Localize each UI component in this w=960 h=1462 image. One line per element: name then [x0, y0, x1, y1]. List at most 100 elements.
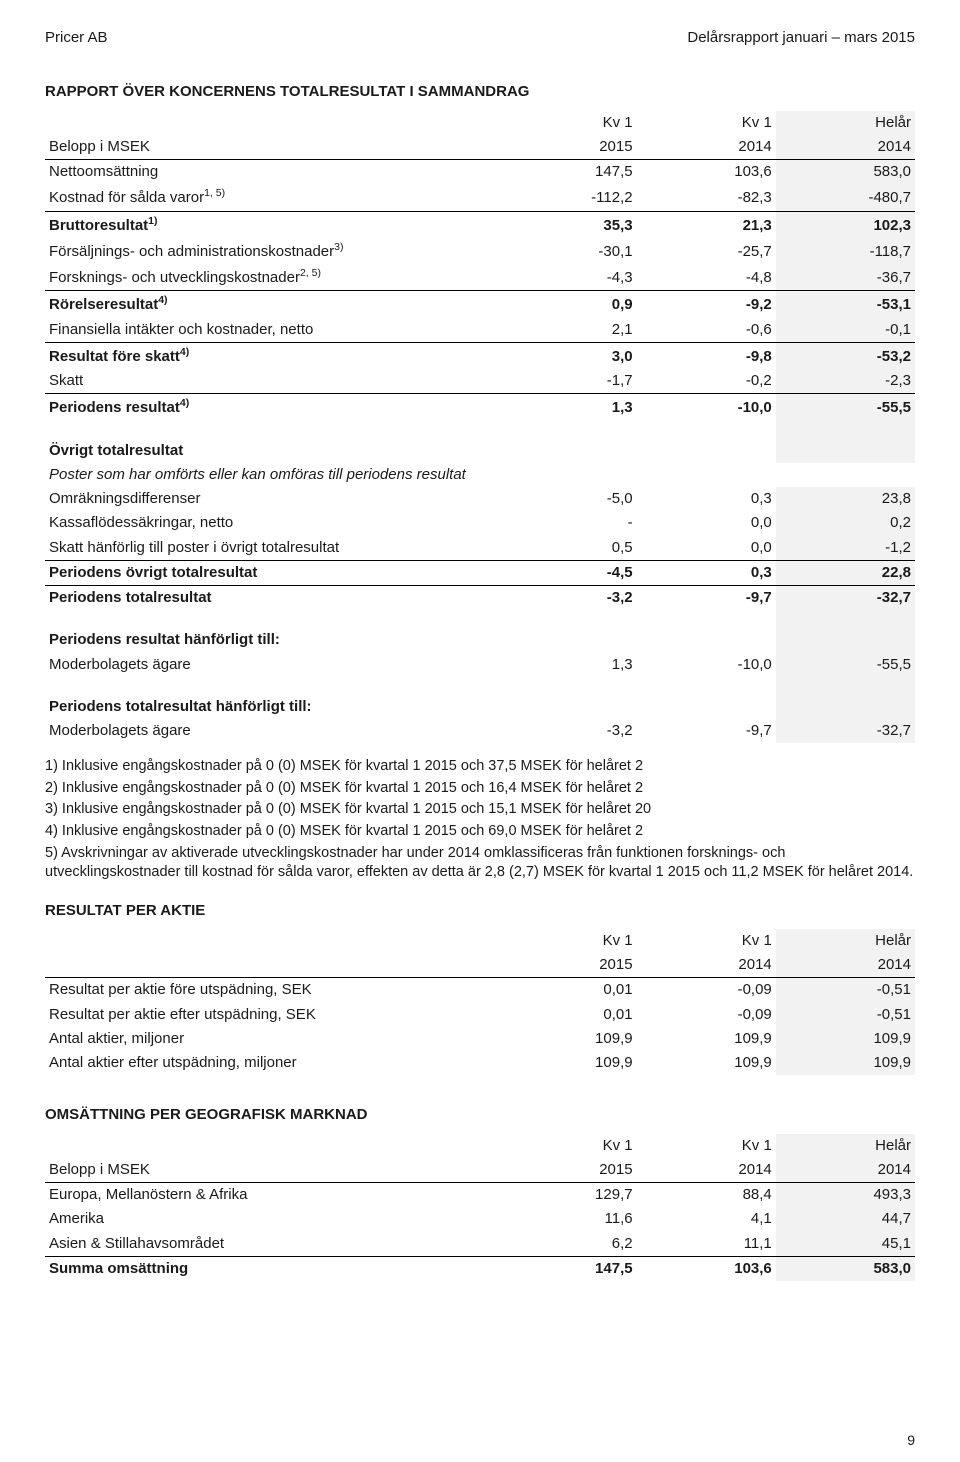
- table-row: Antal aktier, miljoner109,9109,9109,9: [45, 1027, 915, 1051]
- subheading-italic: Poster som har omförts eller kan omföras…: [45, 463, 915, 487]
- subheading-label: Övrigt totalresultat: [45, 439, 497, 463]
- spacer-row: [45, 421, 915, 439]
- row-label: Finansiella intäkter och kostnader, nett…: [45, 318, 497, 343]
- table-row: Periodens resultat4)1,3-10,0-55,5: [45, 394, 915, 421]
- row-value: -0,51: [776, 1003, 915, 1027]
- row-label: Amerika: [45, 1207, 497, 1231]
- spacer-cell: [45, 421, 497, 439]
- row-value: 11,6: [497, 1207, 636, 1231]
- table-row: Periodens övrigt totalresultat-4,50,322,…: [45, 560, 915, 585]
- row-value: -10,0: [637, 394, 776, 421]
- header-left: Pricer AB: [45, 28, 108, 48]
- row-value: -82,3: [637, 184, 776, 211]
- row-value: 2,1: [497, 318, 636, 343]
- row-value: 23,8: [776, 487, 915, 511]
- row-value: -: [497, 511, 636, 535]
- row-value: -9,8: [637, 342, 776, 369]
- table2: Kv 1Kv 1Helår201520142014Resultat per ak…: [45, 929, 915, 1076]
- row-value: -55,5: [776, 653, 915, 677]
- row-value: 35,3: [497, 211, 636, 238]
- row-value: -4,8: [637, 264, 776, 291]
- row-value: -0,2: [637, 369, 776, 394]
- row-value: -118,7: [776, 238, 915, 264]
- empty-cell: [637, 695, 776, 719]
- row-value: -32,7: [776, 719, 915, 743]
- header-label: Belopp i MSEK: [45, 135, 497, 160]
- row-label: Omräkningsdifferenser: [45, 487, 497, 511]
- header-period: Helår: [776, 929, 915, 953]
- header-year: 2015: [497, 135, 636, 160]
- spacer-cell: [497, 677, 636, 695]
- empty-cell: [776, 439, 915, 463]
- row-value: -36,7: [776, 264, 915, 291]
- footnote: 4) Inklusive engångskostnader på 0 (0) M…: [45, 822, 915, 842]
- table-row: Resultat per aktie före utspädning, SEK0…: [45, 978, 915, 1003]
- header-period: Kv 1: [497, 111, 636, 135]
- header-period: Kv 1: [497, 1134, 636, 1158]
- page: Pricer AB Delårsrapport januari – mars 2…: [0, 0, 960, 1462]
- subheading-resultat-hanforligt: Periodens resultat hänförligt till:: [45, 628, 915, 652]
- footnote-ref: 1): [148, 215, 157, 227]
- subheading-totalresultat-hanforligt: Periodens totalresultat hänförligt till:: [45, 695, 915, 719]
- row-value: 109,9: [637, 1051, 776, 1075]
- row-value: 0,9: [497, 291, 636, 318]
- footnote-ref: 4): [180, 397, 189, 409]
- table-row: Amerika11,64,144,7: [45, 1207, 915, 1231]
- footnote: 3) Inklusive engångskostnader på 0 (0) M…: [45, 800, 915, 820]
- empty-cell: [776, 628, 915, 652]
- header-blank: [45, 111, 497, 135]
- row-value: 102,3: [776, 211, 915, 238]
- row-label: Rörelseresultat4): [45, 291, 497, 318]
- row-value: 0,01: [497, 1003, 636, 1027]
- table-row: Summa omsättning147,5103,6583,0: [45, 1256, 915, 1281]
- table-row: Moderbolagets ägare-3,2-9,7-32,7: [45, 719, 915, 743]
- spacer-cell: [776, 677, 915, 695]
- table-row: Resultat per aktie efter utspädning, SEK…: [45, 1003, 915, 1027]
- subheading-ovrigt: Övrigt totalresultat: [45, 439, 915, 463]
- row-value: -55,5: [776, 394, 915, 421]
- table3: Kv 1Kv 1HelårBelopp i MSEK201520142014Eu…: [45, 1134, 915, 1282]
- subheading-label: Periodens totalresultat hänförligt till:: [45, 695, 497, 719]
- footnote-ref: 4): [180, 346, 189, 358]
- header-year: 2014: [637, 1158, 776, 1183]
- row-value: 0,0: [637, 536, 776, 561]
- row-value: -480,7: [776, 184, 915, 211]
- row-value: -9,7: [637, 719, 776, 743]
- row-value: 44,7: [776, 1207, 915, 1231]
- table-row: Kostnad för sålda varor1, 5)-112,2-82,3-…: [45, 184, 915, 211]
- column-header-period: Kv 1Kv 1Helår: [45, 1134, 915, 1158]
- row-value: 129,7: [497, 1183, 636, 1208]
- row-label: Antal aktier, miljoner: [45, 1027, 497, 1051]
- table-row: Finansiella intäkter och kostnader, nett…: [45, 318, 915, 343]
- row-value: -0,51: [776, 978, 915, 1003]
- row-value: -30,1: [497, 238, 636, 264]
- empty-cell: [637, 439, 776, 463]
- row-value: 147,5: [497, 1256, 636, 1281]
- row-label: Skatt: [45, 369, 497, 394]
- row-value: 103,6: [637, 160, 776, 185]
- page-header: Pricer AB Delårsrapport januari – mars 2…: [45, 28, 915, 48]
- column-header-year: Belopp i MSEK201520142014: [45, 135, 915, 160]
- row-value: -0,6: [637, 318, 776, 343]
- header-period: Helår: [776, 111, 915, 135]
- spacer-row: [45, 677, 915, 695]
- footnote-ref: 4): [158, 294, 167, 306]
- row-value: -10,0: [637, 653, 776, 677]
- row-value: -5,0: [497, 487, 636, 511]
- spacer-row: [45, 610, 915, 628]
- row-value: 1,3: [497, 653, 636, 677]
- row-value: -112,2: [497, 184, 636, 211]
- row-value: 21,3: [637, 211, 776, 238]
- row-label: Kostnad för sålda varor1, 5): [45, 184, 497, 211]
- row-value: 0,3: [637, 560, 776, 585]
- subheading-label: Poster som har omförts eller kan omföras…: [45, 463, 915, 487]
- table-row: Omräkningsdifferenser-5,00,323,8: [45, 487, 915, 511]
- row-label: Periodens totalresultat: [45, 586, 497, 611]
- spacer-cell: [637, 421, 776, 439]
- row-value: -0,1: [776, 318, 915, 343]
- row-value: 109,9: [497, 1027, 636, 1051]
- header-period: Kv 1: [637, 1134, 776, 1158]
- row-value: -0,09: [637, 978, 776, 1003]
- table-row: Resultat före skatt4)3,0-9,8-53,2: [45, 342, 915, 369]
- row-label: Resultat per aktie före utspädning, SEK: [45, 978, 497, 1003]
